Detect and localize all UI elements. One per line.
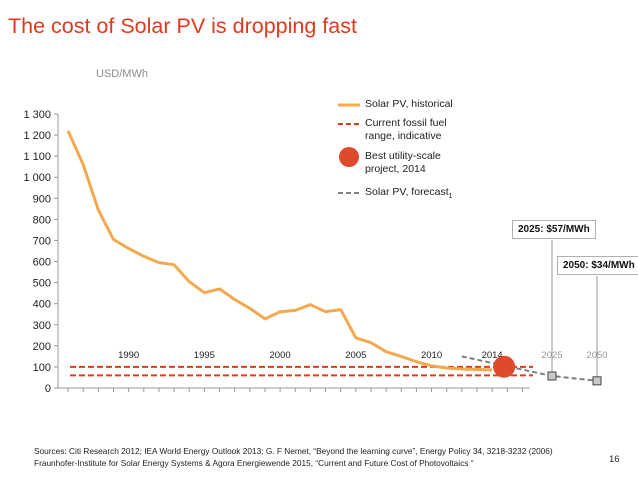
solar-cost-chart: 0 100 200 300 400 500 600 700 800 900 1 000 1 100 1 … [23, 109, 607, 395]
y-tick-label: 1 300 [23, 109, 51, 121]
y-tick-label: 0 [45, 383, 51, 395]
y-unit-label: USD/MWh [96, 68, 148, 80]
legend-fossil-label-1: Current fossil fuel [365, 117, 447, 129]
legend-best-label-1: Best utility-scale [365, 150, 441, 162]
forecast-swatch-icon [338, 192, 360, 194]
y-tick-label: 1 200 [23, 130, 51, 142]
callout-2050: 2050: $34/MWh [557, 256, 638, 275]
x-tick-label: 2000 [270, 350, 291, 361]
legend-forecast-text: Solar PV, forecast [365, 186, 449, 198]
fossil-swatch-icon [338, 123, 360, 125]
y-tick-label: 600 [33, 257, 51, 269]
y-tick-label: 1 100 [23, 151, 51, 163]
y-tick-label: 400 [33, 299, 51, 311]
legend-fossil-label-2: range, indicative [365, 130, 442, 142]
x-tick-label: 1990 [118, 350, 139, 361]
page-number: 16 [609, 454, 620, 465]
historical-series-line [66, 130, 493, 372]
sources-line-2: Fraunhofer-Institute for Solar Energy Sy… [34, 457, 474, 468]
forecast-point-marker [547, 371, 557, 381]
y-tick-label: 500 [33, 278, 51, 290]
legend-historical-label: Solar PV, historical [365, 98, 453, 110]
x-tick-label: 2014 [482, 350, 503, 361]
y-tick-label: 300 [33, 320, 51, 332]
sources-line-1: Sources: Citi Research 2012; IEA World E… [34, 446, 553, 456]
forecast-point-marker [592, 376, 602, 386]
legend-forecast-label: Solar PV, forecast1 [365, 186, 453, 203]
best-project-point [493, 355, 516, 378]
y-tick-label: 100 [33, 362, 51, 374]
legend-best-label-2: project, 2014 [365, 163, 426, 175]
sources-note: Sources: Citi Research 2012; IEA World E… [34, 446, 553, 469]
chart-series [66, 130, 602, 386]
y-axis: 0 100 200 300 400 500 600 700 800 900 1 000 1 100 1 … [23, 109, 59, 395]
best-project-marker-icon [339, 147, 359, 167]
callout-2025: 2025: $57/MWh [512, 220, 596, 239]
y-tick-label: 700 [33, 235, 51, 247]
y-tick-label: 900 [33, 193, 51, 205]
y-tick-label: 200 [33, 341, 51, 353]
y-tick-label: 800 [33, 214, 51, 226]
slide-title: The cost of Solar PV is dropping fast [8, 14, 357, 38]
y-tick-label: 1 000 [23, 172, 51, 184]
x-tick-label: 2010 [421, 350, 442, 361]
historical-swatch-icon [338, 103, 360, 107]
legend-forecast-footnote: 1 [448, 193, 453, 201]
x-tick-label: 2005 [345, 350, 366, 361]
x-tick-label: 1995 [194, 350, 215, 361]
